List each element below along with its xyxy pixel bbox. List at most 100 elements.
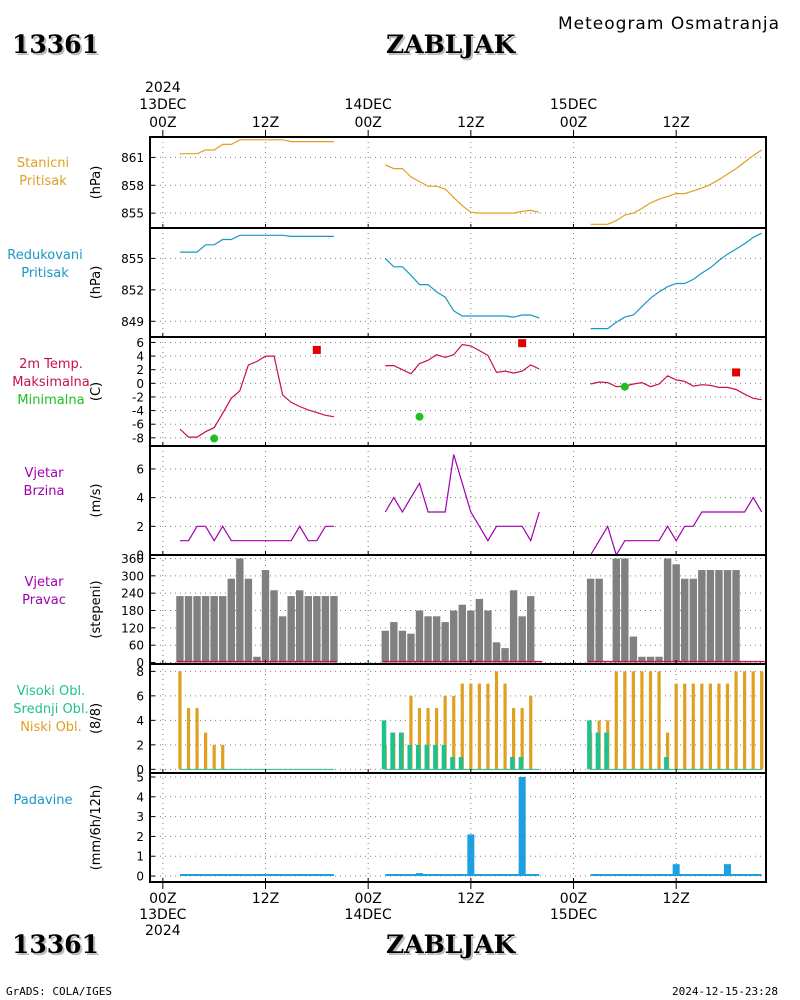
y-tick-label: 4 [136, 714, 144, 728]
wind-direction-bar [698, 570, 706, 663]
panel-label-precipitation: Padavine [0, 792, 98, 810]
station-id-bottom: 13361 [12, 930, 99, 959]
series-line [179, 525, 334, 542]
wind-direction-bar [518, 616, 526, 663]
y-axis-label: (mm/6h/12h) [89, 785, 104, 871]
top-hour-label: 00Z [149, 115, 176, 131]
wind-direction-bar [201, 596, 210, 663]
low-cloud-bar [212, 744, 216, 770]
panel-label-wind-speed: Vjetar Brzina [0, 465, 99, 501]
low-cloud-bar [708, 683, 712, 770]
wind-direction-bar [467, 610, 475, 663]
y-tick-label: -8 [132, 431, 144, 445]
y-tick-label: 180 [121, 604, 144, 618]
wind-direction-bar [638, 656, 646, 663]
low-cloud-bar [186, 708, 191, 770]
bottom-axis-label: 14DEC [345, 907, 392, 923]
wind-direction-bar [501, 648, 509, 663]
bottom-axis-label: 12Z [457, 891, 484, 907]
wind-direction-bar [715, 570, 723, 663]
wind-direction-bar [321, 596, 330, 663]
wind-direction-bar [261, 570, 270, 663]
wind-direction-bar [313, 596, 321, 663]
max-temp-point [732, 368, 741, 377]
wind-direction-bar [458, 604, 466, 663]
low-cloud-bar [503, 683, 507, 770]
y-tick-label: 861 [121, 151, 144, 165]
series-line [385, 343, 540, 375]
series-line [384, 257, 540, 319]
label-line: Minimalna [17, 393, 85, 408]
bottom-axis-label: 13DEC [139, 907, 186, 923]
y-tick-label: 4 [136, 491, 144, 505]
wind-direction-bar [723, 570, 732, 663]
label-line: Pritisak [19, 174, 67, 189]
high-cloud-bar [604, 732, 609, 770]
wind-direction-bar [330, 596, 338, 663]
high-cloud-bar [510, 757, 515, 770]
high-cloud-bar [595, 732, 601, 770]
y-tick-label: 4 [136, 350, 144, 364]
label-line: Vjetar [24, 575, 64, 590]
low-cloud-bar [751, 671, 755, 770]
wind-direction-bar [296, 590, 304, 663]
top-hour-label: 00Z [354, 115, 381, 131]
y-tick-label: 2 [136, 738, 144, 752]
low-cloud-bar [683, 683, 687, 770]
y-tick-label: 120 [121, 621, 144, 635]
y-tick-label: -2 [132, 390, 144, 404]
y-tick-label: 2 [136, 520, 144, 534]
wind-direction-bar [672, 564, 680, 663]
y-tick-label: 6 [136, 689, 144, 703]
label-line: Pravac [22, 593, 66, 608]
top-hour-label: 12Z [662, 115, 689, 131]
low-cloud-bar [674, 683, 678, 770]
min-temp-point [210, 434, 219, 443]
y-tick-label: 2 [136, 363, 144, 377]
y-tick-label: -4 [132, 404, 144, 418]
meteogram-title: Meteogram Osmatranja [558, 14, 781, 34]
y-tick-label: 240 [121, 587, 144, 601]
low-cloud-bar [494, 671, 499, 770]
low-cloud-bar [426, 708, 430, 770]
y-axis-label: (stepeni) [89, 580, 104, 638]
bottom-axis-label: 00Z [149, 891, 176, 907]
wind-direction-bar [304, 596, 312, 663]
low-cloud-bar [435, 708, 439, 770]
wind-direction-bar [287, 596, 295, 663]
low-cloud-bar [477, 683, 481, 770]
series-line [179, 139, 334, 155]
station-id-top: 13361 [12, 30, 99, 59]
wind-direction-bar [706, 570, 715, 663]
panel-label-station-pressure: Stanicni Pritisak [0, 155, 98, 191]
low-cloud-bar [623, 671, 627, 770]
max-temp-point [518, 339, 527, 348]
wind-direction-bar [227, 578, 235, 663]
precip-bar [518, 776, 526, 877]
precip-bar [724, 864, 731, 877]
wind-direction-bar [629, 636, 638, 663]
low-cloud-bar [725, 683, 730, 770]
low-cloud-bar [734, 671, 738, 770]
wind-direction-bar [527, 596, 535, 663]
y-tick-label: 855 [121, 252, 144, 266]
low-cloud-bar [409, 695, 413, 770]
y-tick-label: 849 [121, 315, 144, 329]
low-cloud-bar [529, 695, 533, 770]
low-cloud-bar [520, 708, 524, 770]
min-temp-point [620, 382, 629, 391]
low-cloud-bar [452, 695, 456, 770]
label-line: Vjetar [24, 466, 64, 481]
wind-direction-bar [586, 578, 595, 663]
wind-direction-bar [732, 570, 740, 663]
wind-direction-bar [184, 596, 193, 663]
max-temp-point [312, 345, 321, 354]
y-tick-label: 2 [136, 830, 144, 844]
low-cloud-bar [657, 671, 661, 770]
wind-direction-bar [492, 642, 501, 663]
low-cloud-bar [469, 683, 473, 770]
wind-direction-bar [407, 633, 415, 663]
grads-credit: GrADS: COLA/IGES [6, 985, 112, 998]
y-tick-label: 6 [136, 336, 144, 350]
low-cloud-bar [666, 732, 670, 770]
